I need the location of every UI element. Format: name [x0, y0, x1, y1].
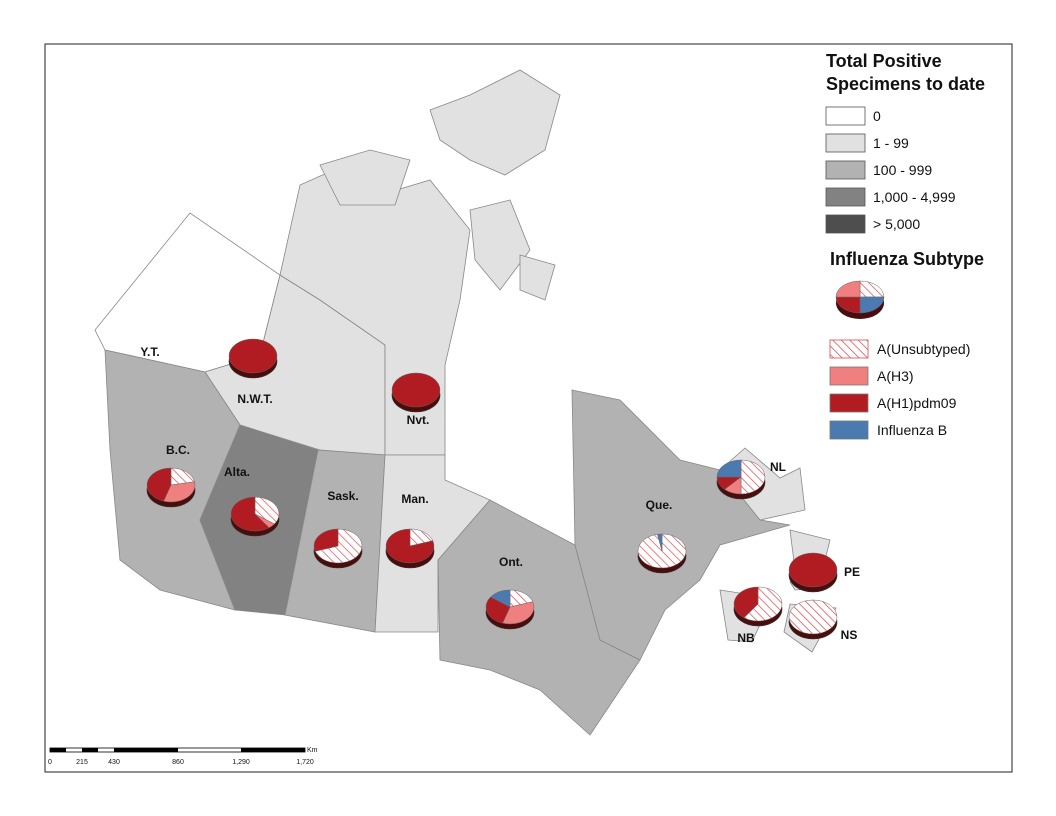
province-label: Sask. — [327, 489, 358, 503]
pies: Y.T. N.W.T. Nvt. B.C. Alta. Sask. Man. Ont. Que.… — [140, 338, 860, 645]
legend-label: 1 - 99 — [873, 135, 909, 151]
province-label: Y.T. — [140, 345, 159, 359]
pie-slice — [716, 459, 742, 478]
pie-slice — [733, 586, 759, 619]
legend-swatch — [825, 160, 866, 180]
legend-swatch — [825, 187, 866, 207]
scale-segment — [241, 748, 305, 752]
legend-label: A(H1)pdm09 — [877, 395, 957, 411]
legend-swatch — [829, 393, 869, 413]
sample-pie-slice — [859, 296, 885, 314]
pie-slice — [170, 467, 195, 486]
province — [437, 499, 641, 736]
legend-title: Influenza Subtype — [830, 249, 984, 269]
pie-slice — [313, 528, 339, 552]
province — [571, 389, 791, 661]
legend-label: A(H3) — [877, 368, 914, 384]
province-label: Man. — [401, 492, 428, 506]
province-label: Nvt. — [407, 413, 430, 427]
province-label: N.W.T. — [237, 392, 272, 406]
scale-label: 430 — [108, 759, 120, 766]
pie-slice — [740, 459, 766, 495]
province — [429, 69, 561, 176]
pie-slice — [314, 528, 363, 564]
province — [519, 254, 556, 301]
legend-title: Total Positive — [826, 51, 942, 71]
legend-label: 0 — [873, 108, 881, 124]
legend-swatch — [829, 339, 869, 359]
province-label: NL — [770, 460, 786, 474]
scale-label: 215 — [76, 759, 88, 766]
legend-label: 1,000 - 4,999 — [873, 189, 956, 205]
sample-pie-slice — [835, 296, 861, 314]
pie-slice — [146, 467, 172, 502]
pie-slice — [788, 599, 838, 635]
legend-swatch — [829, 366, 869, 386]
legend-title: Specimens to date — [826, 74, 985, 94]
sample-pie-slice — [835, 280, 861, 298]
scale-segment — [50, 748, 66, 752]
province-label: Ont. — [499, 555, 523, 569]
province-label: B.C. — [166, 443, 190, 457]
pie-slice — [230, 496, 270, 532]
scale-unit: Km — [307, 747, 318, 754]
legend-swatch — [825, 214, 866, 234]
legend: Total Positive Specimens to date 0 1 - 99 10… — [825, 51, 985, 440]
province-label: NB — [737, 631, 755, 645]
province-label: Que. — [646, 498, 673, 512]
province — [319, 149, 411, 206]
legend-label: Influenza B — [877, 422, 947, 438]
scale-segment — [82, 748, 98, 752]
scale-label: 1,720 — [296, 759, 314, 766]
legend-swatch — [829, 420, 869, 440]
pie-slice — [490, 589, 511, 608]
scale-label: 1,290 — [232, 759, 250, 766]
pie-slice — [391, 372, 441, 408]
pie-slice — [788, 552, 838, 588]
legend-label: 100 - 999 — [873, 162, 932, 178]
pie-slice — [254, 496, 280, 525]
province-label: PE — [844, 565, 860, 579]
pie-slice — [743, 586, 783, 622]
scale-segment — [114, 748, 178, 752]
pie-slice — [657, 533, 663, 552]
pie-slice — [502, 601, 535, 625]
legend-label: > 5,000 — [873, 216, 920, 232]
province-label: Alta. — [224, 465, 250, 479]
scale-bar: 0 215 430 860 1,290 1,720 Km — [48, 747, 318, 766]
province-label: NS — [841, 628, 858, 642]
sample-pie-slice — [859, 280, 885, 298]
legend-label: A(Unsubtyped) — [877, 341, 970, 357]
scale-label: 860 — [172, 759, 184, 766]
pie-slice — [163, 481, 196, 503]
scale-label: 0 — [48, 759, 52, 766]
pie-slice — [385, 528, 435, 564]
pie-slice — [485, 596, 511, 624]
legend-swatch — [825, 106, 866, 126]
legend-swatch — [825, 133, 866, 153]
province — [469, 199, 531, 291]
pie-slice — [228, 338, 278, 374]
